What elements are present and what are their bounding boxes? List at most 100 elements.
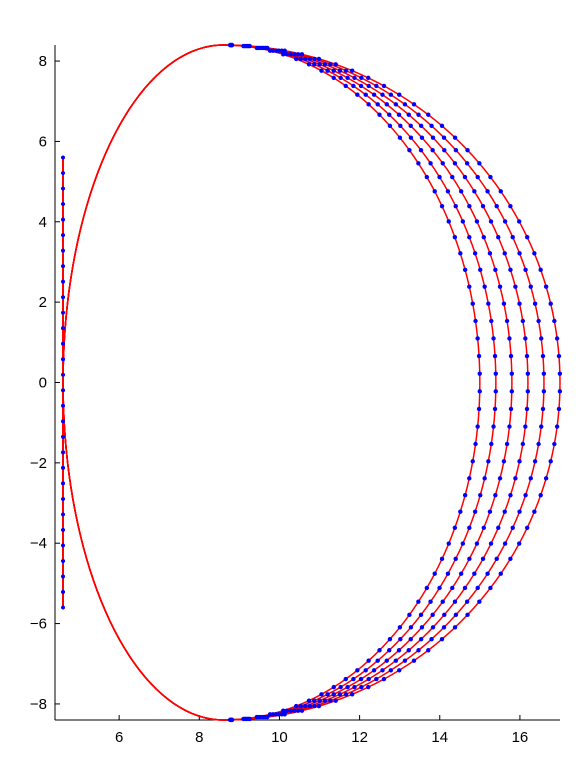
data-point [355, 668, 360, 673]
data-point [437, 174, 442, 180]
data-point [517, 509, 522, 514]
data-point [397, 668, 402, 673]
data-point [477, 161, 482, 166]
data-point [543, 284, 549, 289]
data-point [303, 703, 308, 709]
data-point [510, 525, 515, 530]
data-point [265, 714, 270, 720]
data-point [61, 419, 65, 424]
x-tick-label: 14 [431, 729, 448, 746]
data-point [472, 251, 478, 256]
data-point [325, 692, 330, 697]
data-point [355, 92, 360, 97]
data-point [482, 476, 487, 481]
data-point [328, 62, 333, 67]
data-point [397, 92, 402, 97]
data-point [424, 174, 430, 180]
data-point [473, 318, 478, 324]
data-point [61, 248, 65, 253]
y-tick-label: 2 [39, 294, 47, 311]
curve-series-5 [62, 44, 545, 721]
data-point [557, 371, 563, 376]
data-point [507, 336, 512, 341]
data-point [450, 585, 455, 591]
data-point [528, 284, 533, 289]
data-point [411, 658, 417, 663]
data-point [442, 612, 447, 618]
data-point [388, 668, 394, 673]
data-point [366, 102, 371, 107]
data-point [61, 171, 65, 175]
data-point [293, 56, 299, 62]
data-point [445, 571, 451, 576]
data-point [61, 512, 65, 517]
y-tick-label: 8 [39, 53, 47, 70]
data-point [509, 371, 515, 376]
data-point [478, 267, 483, 273]
data-point [331, 692, 336, 697]
data-point [371, 92, 377, 97]
data-point [331, 75, 336, 81]
data-point [282, 48, 287, 53]
data-point [492, 353, 498, 359]
data-point [502, 219, 508, 224]
data-point [467, 525, 472, 530]
data-point [288, 52, 293, 57]
data-point [488, 541, 494, 546]
data-point [282, 712, 287, 717]
data-point [493, 492, 498, 498]
data-point [316, 56, 322, 62]
data-point [345, 75, 350, 81]
data-point [429, 636, 434, 642]
data-point [312, 703, 317, 709]
data-point [358, 676, 364, 682]
data-point [307, 703, 313, 709]
data-point [61, 357, 65, 362]
data-point [508, 203, 513, 209]
data-point [450, 174, 455, 180]
data-point [397, 625, 403, 630]
data-point [508, 492, 513, 498]
data-point [538, 492, 543, 498]
data-point [428, 599, 433, 604]
y-tick-label: −6 [30, 616, 47, 633]
data-point [445, 189, 451, 194]
data-point [319, 692, 324, 697]
data-point [441, 625, 447, 630]
data-point [556, 353, 562, 359]
data-point [430, 612, 435, 618]
data-point [61, 279, 65, 284]
data-point [488, 174, 493, 180]
x-tick-label: 10 [271, 729, 288, 746]
data-point [61, 403, 65, 408]
data-point [416, 648, 421, 653]
data-point [452, 625, 458, 630]
data-point [319, 68, 324, 73]
data-point [504, 441, 510, 447]
data-point [281, 52, 286, 57]
data-point [366, 75, 371, 81]
data-point [509, 389, 515, 394]
data-point [446, 219, 451, 224]
data-point [476, 353, 482, 359]
data-point [464, 599, 470, 604]
data-point [517, 219, 522, 224]
data-point [429, 123, 434, 129]
data-point [393, 658, 399, 663]
data-point [538, 267, 543, 273]
data-point [520, 318, 526, 324]
data-point [441, 135, 447, 140]
curve-series-2 [62, 44, 497, 721]
data-point [430, 625, 436, 630]
data-point [497, 284, 503, 289]
data-point [540, 406, 546, 412]
data-point [61, 186, 65, 191]
data-point [298, 703, 303, 709]
data-point [491, 424, 496, 429]
data-point [482, 284, 487, 289]
y-ticks: 8 6 4 2 0 −2 −4 −6 −8 [30, 53, 60, 713]
data-point [475, 585, 480, 591]
data-point [492, 406, 498, 412]
data-point [439, 123, 445, 129]
